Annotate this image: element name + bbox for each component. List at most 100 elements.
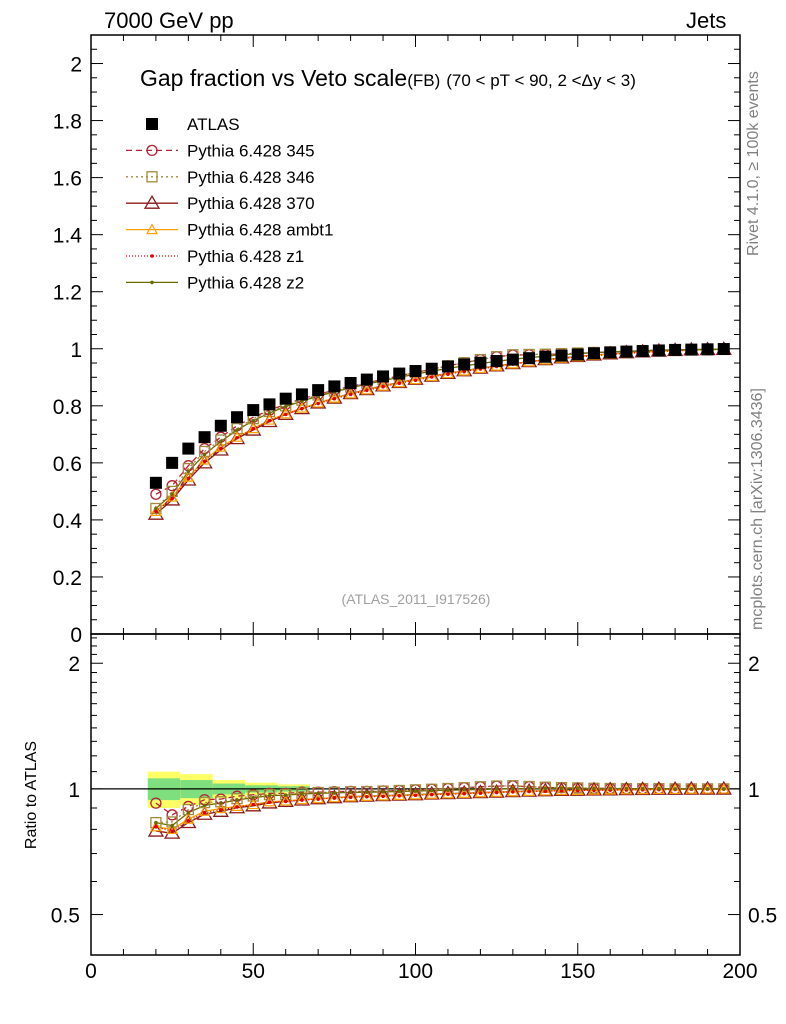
legend-marker-3 xyxy=(145,223,159,235)
ratio-series-point xyxy=(280,788,292,801)
data-point xyxy=(587,347,600,360)
ratio-series-point xyxy=(316,797,320,801)
ratio-y-tick-label-right: 2 xyxy=(748,653,760,676)
ratio-series-point xyxy=(235,798,239,802)
series-point xyxy=(219,446,223,451)
ratio-series-point xyxy=(300,798,304,802)
ratio-series-point xyxy=(360,790,373,801)
series-point xyxy=(154,509,158,514)
series-point xyxy=(166,490,179,502)
series-point xyxy=(214,440,227,452)
ratio-series-point xyxy=(231,793,243,805)
ratio-series-point xyxy=(154,824,158,829)
ratio-series-point xyxy=(462,788,466,792)
ratio-series-point xyxy=(666,780,684,795)
ratio-series-point xyxy=(425,787,438,799)
mcplots-reference-label: mcplots.cern.ch [arXiv:1306.3436] xyxy=(749,388,766,630)
series-point xyxy=(182,470,195,482)
ratio-series-point xyxy=(332,791,337,795)
data-point xyxy=(182,442,195,455)
ratio-series-point xyxy=(150,797,162,809)
data-point xyxy=(458,358,471,371)
ratio-series-point xyxy=(377,789,390,801)
data-point xyxy=(636,345,649,358)
header-category-label: Jets xyxy=(686,8,727,33)
series-point xyxy=(170,492,174,497)
series-point xyxy=(407,370,424,385)
y-tick-label: 1.2 xyxy=(53,282,82,305)
ratio-series-point xyxy=(283,799,288,804)
data-point xyxy=(312,384,325,397)
ratio-series-point xyxy=(490,786,503,797)
ratio-series-point xyxy=(423,785,440,800)
ratio-series-point xyxy=(413,793,418,798)
series-point xyxy=(295,401,308,413)
series-point xyxy=(391,374,408,389)
ratio-series-point xyxy=(539,784,552,796)
data-point xyxy=(652,344,665,357)
ratio-series-point xyxy=(511,786,515,791)
series-point xyxy=(446,372,450,376)
series-point xyxy=(342,385,359,400)
ratio-series-point xyxy=(393,789,406,800)
ratio-series-point xyxy=(407,786,424,801)
series-line-0 xyxy=(155,348,724,495)
ratio-series-point xyxy=(488,783,505,798)
data-point xyxy=(539,350,552,363)
legend-label-1: Pythia 6.428 346 xyxy=(187,168,315,187)
data-point xyxy=(166,456,179,469)
series-point xyxy=(377,379,390,391)
series-point xyxy=(326,389,343,404)
ratio-series-point xyxy=(624,786,629,791)
ratio-series-point xyxy=(472,784,489,799)
ratio-series-point xyxy=(247,790,259,802)
legend-label-4: Pythia 6.428 z1 xyxy=(187,247,304,266)
ratio-series-point xyxy=(429,792,434,797)
ratio-series-point xyxy=(683,780,700,795)
data-point xyxy=(231,411,244,424)
ratio-series-point xyxy=(715,780,732,795)
data-point xyxy=(198,431,211,444)
series-point xyxy=(231,422,243,435)
ratio-series-point xyxy=(478,787,483,792)
ratio-series-point xyxy=(310,790,327,805)
data-point xyxy=(523,352,536,365)
series-point xyxy=(397,381,402,386)
ratio-series-point xyxy=(348,795,353,800)
data-point xyxy=(263,398,276,411)
ratio-series-point xyxy=(511,790,515,794)
series-point xyxy=(429,375,434,379)
y-tick-label: 2 xyxy=(70,54,82,77)
y-tick-label: 0.6 xyxy=(53,453,82,476)
series-point xyxy=(247,422,260,434)
ratio-series-point xyxy=(293,791,311,806)
ratio-series-point xyxy=(381,794,385,799)
y-tick-label: 1.6 xyxy=(53,168,82,191)
series-point xyxy=(231,430,244,442)
ratio-series-point xyxy=(397,789,402,794)
data-point xyxy=(490,355,503,368)
ratio-series-point xyxy=(429,788,434,793)
data-point xyxy=(149,476,162,489)
ratio-series-point xyxy=(620,783,633,795)
data-point xyxy=(506,353,519,366)
ratio-series-point xyxy=(494,787,499,791)
series-point xyxy=(458,364,471,376)
series-point xyxy=(344,387,357,399)
ratio-series-point xyxy=(198,804,211,816)
x-tick-label: 0 xyxy=(85,960,97,983)
ratio-series-point xyxy=(267,800,272,805)
ratio-series-point xyxy=(166,823,179,834)
ratio-series-point xyxy=(673,787,677,791)
x-tick-label: 150 xyxy=(560,960,595,983)
ratio-series-point xyxy=(520,782,538,797)
data-point xyxy=(717,343,730,356)
ratio-series-point xyxy=(640,786,645,791)
series-point xyxy=(365,388,369,393)
series-line-1 xyxy=(155,348,724,509)
ratio-series-point xyxy=(283,793,288,797)
series-point xyxy=(374,377,392,392)
series-point xyxy=(267,411,272,415)
legend-label-3: Pythia 6.428 ambt1 xyxy=(187,221,333,240)
ratio-series-point xyxy=(251,795,256,800)
